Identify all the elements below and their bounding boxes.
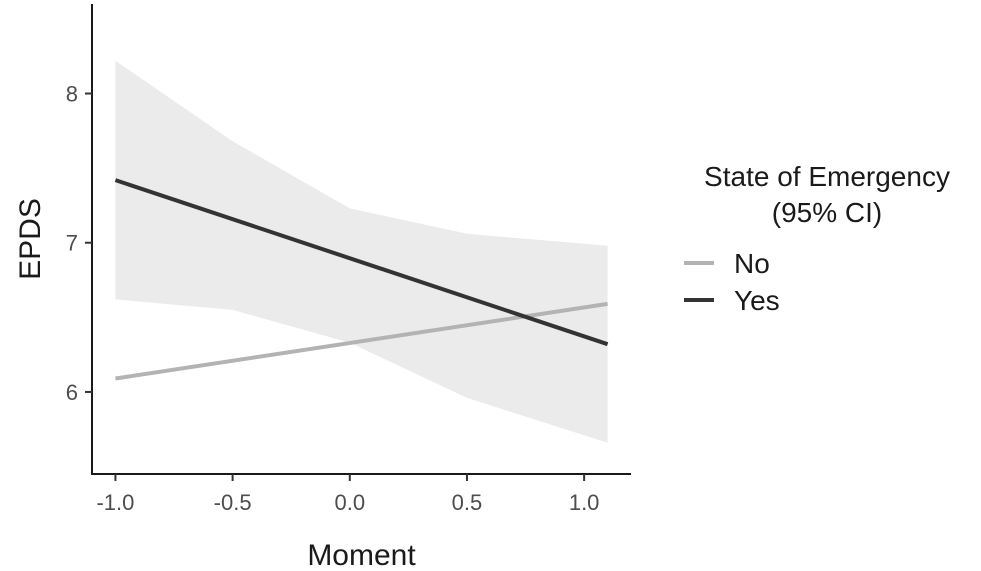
series-line-yes [114, 178, 609, 347]
x-tick-label: -0.5 [214, 490, 252, 515]
legend-title-line-1: State of Emergency [704, 161, 950, 192]
confidence-band-yes [115, 60, 608, 443]
plot-area [114, 60, 609, 443]
x-axis-ticks: -1.0 -0.5 0.0 0.5 1.0 [96, 474, 599, 515]
y-tick-label: 6 [66, 380, 78, 405]
legend-items: No Yes [684, 248, 780, 316]
series-lines [114, 178, 609, 381]
y-axis-ticks: 6 7 8 [66, 82, 92, 405]
x-tick-label: 1.0 [569, 490, 600, 515]
legend-title-line-2: (95% CI) [772, 197, 882, 228]
y-tick-label: 8 [66, 82, 78, 107]
y-axis-title: EPDS [14, 198, 47, 280]
x-tick-label: -1.0 [96, 490, 134, 515]
x-tick-label: 0.5 [452, 490, 483, 515]
legend: State of Emergency (95% CI) No Yes [684, 161, 950, 316]
x-tick-label: 0.0 [334, 490, 365, 515]
x-axis-title: Moment [307, 539, 416, 571]
legend-label-no: No [734, 248, 770, 279]
y-tick-label: 7 [66, 231, 78, 256]
legend-label-yes: Yes [734, 285, 780, 316]
